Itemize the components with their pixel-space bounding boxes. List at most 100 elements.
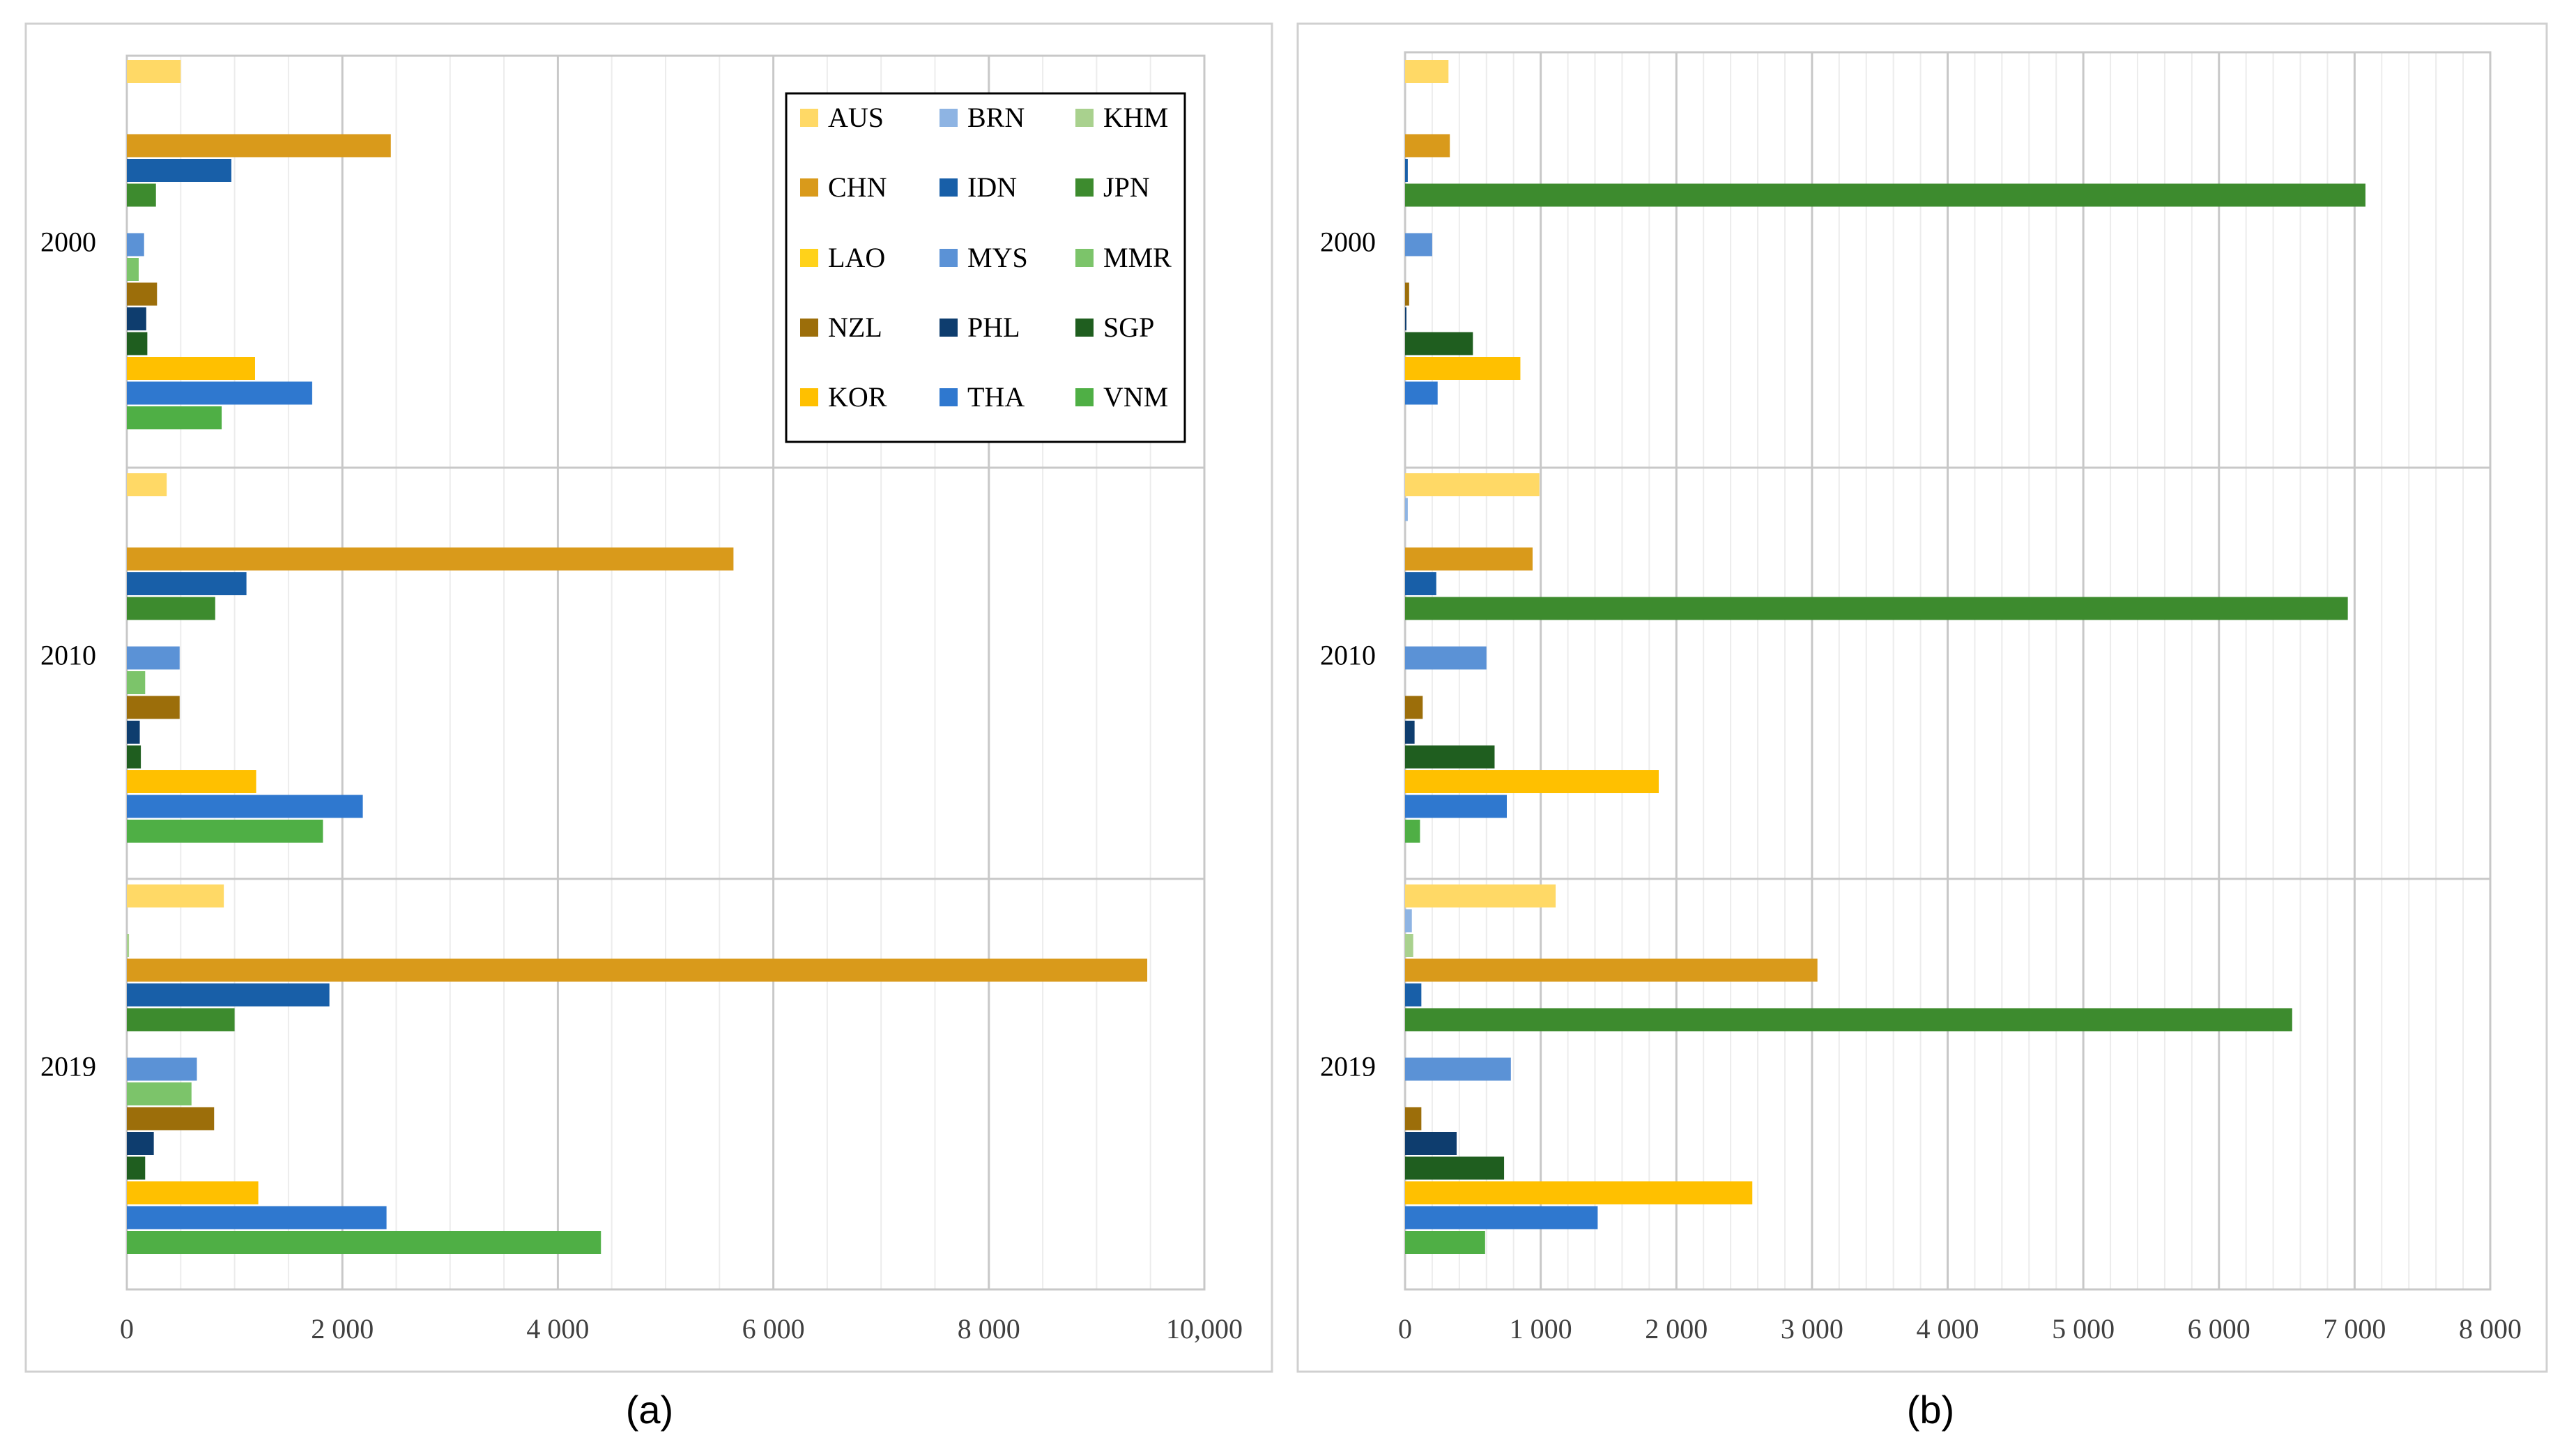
bar-mys-2000 bbox=[127, 233, 144, 256]
bar-sgp-2019 bbox=[1405, 1156, 1505, 1180]
y-tick-label-2019: 2019 bbox=[1320, 1051, 1376, 1082]
legend-label-aus: AUS bbox=[828, 102, 884, 133]
x-tick-label: 2 000 bbox=[1645, 1313, 1708, 1344]
legend-label-kor: KOR bbox=[828, 381, 887, 413]
bar-phl-2010 bbox=[1405, 721, 1415, 744]
y-tick-label-2000: 2000 bbox=[40, 227, 96, 258]
x-tick-label: 5 000 bbox=[2052, 1313, 2115, 1344]
bar-phl-2019 bbox=[127, 1132, 154, 1155]
bar-jpn-2010 bbox=[127, 597, 215, 620]
bar-idn-2010 bbox=[127, 572, 247, 595]
x-tick-label: 4 000 bbox=[526, 1313, 589, 1344]
legend-swatch-nzl bbox=[800, 319, 818, 337]
legend-label-mys: MYS bbox=[967, 242, 1028, 273]
bar-chn-2019 bbox=[1405, 958, 1818, 982]
bar-aus-2010 bbox=[1405, 473, 1540, 496]
bar-kor-2010 bbox=[1405, 770, 1659, 793]
legend-box bbox=[785, 92, 1186, 443]
bar-aus-2010 bbox=[127, 473, 167, 496]
bar-mys-2019 bbox=[127, 1057, 197, 1081]
legend-label-mmr: MMR bbox=[1103, 242, 1172, 273]
legend-swatch-mmr bbox=[1075, 249, 1094, 267]
bar-tha-2019 bbox=[1405, 1206, 1598, 1229]
plot-area-border bbox=[1404, 51, 2492, 1291]
bar-kor-2000 bbox=[127, 357, 255, 380]
bar-sgp-2000 bbox=[1405, 332, 1473, 355]
legend-label-chn: CHN bbox=[828, 171, 887, 203]
legend-label-phl: PHL bbox=[967, 312, 1020, 343]
bar-kor-2019 bbox=[127, 1181, 259, 1204]
x-tick-label: 8 000 bbox=[958, 1313, 1020, 1344]
bar-idn-2000 bbox=[127, 159, 231, 182]
x-tick-label: 6 000 bbox=[742, 1313, 805, 1344]
y-tick-label-2010: 2010 bbox=[40, 640, 96, 671]
x-tick-label: 4 000 bbox=[1917, 1313, 1979, 1344]
bar-vnm-2019 bbox=[1405, 1231, 1485, 1254]
x-tick-label: 7 000 bbox=[2323, 1313, 2386, 1344]
legend: AUS BRN KHM CHN IDN JPN LAO MYS MMR NZL PHL SGP KOR T… bbox=[785, 92, 1186, 443]
bar-aus-2019 bbox=[1405, 884, 1556, 907]
bar-vnm-2000 bbox=[127, 406, 222, 429]
y-tick-label-2019: 2019 bbox=[40, 1051, 96, 1082]
bar-vnm-2010 bbox=[1405, 820, 1420, 843]
bar-chn-2010 bbox=[1405, 547, 1533, 571]
bar-aus-2000 bbox=[127, 60, 181, 83]
x-tick-label: 1 000 bbox=[1510, 1313, 1572, 1344]
panel-b: 2000 2010 2019 0 1 000 2 000 3 000 4 000 5 000 6 … bbox=[1296, 22, 2548, 1432]
bar-nzl-2000 bbox=[127, 282, 158, 306]
bar-jpn-2000 bbox=[1405, 183, 2365, 207]
bar-nzl-2019 bbox=[127, 1107, 215, 1131]
bar-mys-2000 bbox=[1405, 233, 1432, 256]
x-tick-label: 8 000 bbox=[2459, 1313, 2522, 1344]
legend-swatch-khm bbox=[1075, 109, 1094, 127]
legend-swatch-brn bbox=[940, 109, 958, 127]
panel-b-frame bbox=[1296, 22, 2548, 1373]
bar-phl-2019 bbox=[1405, 1132, 1457, 1155]
bar-tha-2000 bbox=[1405, 381, 1438, 405]
bar-nzl-2019 bbox=[1405, 1107, 1422, 1131]
legend-label-tha: THA bbox=[967, 381, 1025, 413]
x-tick-label: 2 000 bbox=[311, 1313, 374, 1344]
legend-label-sgp: SGP bbox=[1103, 312, 1154, 343]
legend-label-jpn: JPN bbox=[1103, 171, 1150, 203]
panel-a-caption: (a) bbox=[626, 1388, 673, 1432]
bar-jpn-2000 bbox=[127, 183, 156, 207]
bar-vnm-2019 bbox=[127, 1231, 601, 1254]
legend-swatch-vnm bbox=[1075, 388, 1094, 406]
legend-swatch-sgp bbox=[1075, 319, 1094, 337]
chart-b-plot: 2000 2010 2019 0 1 000 2 000 3 000 4 000 5 000 6 … bbox=[1320, 51, 2522, 1344]
bar-phl-2010 bbox=[127, 721, 140, 744]
bar-mys-2010 bbox=[1405, 646, 1487, 670]
bar-phl-2000 bbox=[127, 307, 146, 330]
legend-label-khm: KHM bbox=[1103, 102, 1168, 133]
legend-swatch-aus bbox=[800, 109, 818, 127]
x-tick-label: 0 bbox=[1398, 1313, 1412, 1344]
bar-jpn-2019 bbox=[1405, 1008, 2292, 1032]
bar-chn-2000 bbox=[1405, 134, 1450, 158]
bar-chn-2010 bbox=[127, 547, 734, 571]
legend-label-idn: IDN bbox=[967, 171, 1017, 203]
bar-phl-2000 bbox=[1405, 307, 1406, 330]
bar-kor-2019 bbox=[1405, 1181, 1753, 1204]
bar-mmr-2019 bbox=[127, 1082, 192, 1105]
bar-idn-2019 bbox=[1405, 983, 1422, 1006]
bar-brn-2010 bbox=[1405, 498, 1408, 521]
legend-label-vnm: VNM bbox=[1103, 381, 1168, 413]
bar-khm-2019 bbox=[127, 934, 130, 957]
bar-vnm-2010 bbox=[127, 820, 323, 843]
x-tick-label: 3 000 bbox=[1781, 1313, 1843, 1344]
bar-tha-2010 bbox=[1405, 795, 1507, 818]
chart-a-plot: 2000 2010 2019 0 2 000 4 000 6 000 8 000 10,000 bbox=[40, 54, 1243, 1344]
legend-label-nzl: NZL bbox=[828, 312, 882, 343]
legend-swatch-jpn bbox=[1075, 178, 1094, 197]
bar-sgp-2019 bbox=[127, 1156, 146, 1180]
bar-brn-2019 bbox=[1405, 909, 1412, 933]
bar-mmr-2010 bbox=[127, 671, 146, 694]
bar-mys-2019 bbox=[1405, 1057, 1511, 1081]
legend-swatch-tha bbox=[940, 388, 958, 406]
bar-jpn-2019 bbox=[127, 1008, 235, 1032]
bar-khm-2019 bbox=[1405, 934, 1413, 957]
bar-mmr-2000 bbox=[127, 258, 139, 281]
